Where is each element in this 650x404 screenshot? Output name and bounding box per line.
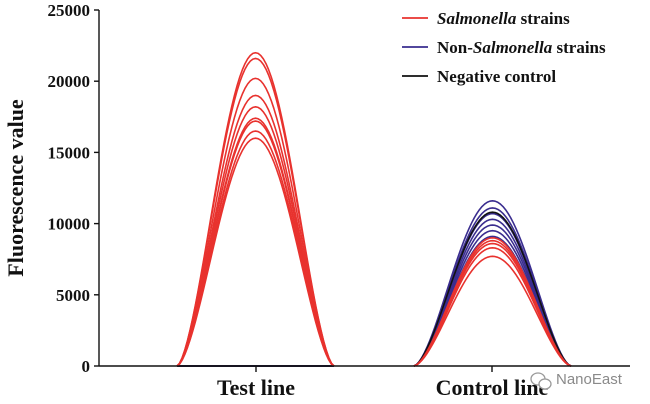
negative-control-curve [413,211,572,367]
salmonella-strains-curve [413,255,572,367]
y-axis-title: Fluorescence value [3,99,28,277]
y-tick-label: 25000 [48,1,91,20]
salmonella-strains-curve [176,120,335,367]
non-salmonella-strains-curve [413,229,572,367]
legend: Salmonella strains Non-Salmonella strains… [402,9,606,86]
salmonella-strains-curve [413,247,572,367]
x-category-label: Test line [217,375,295,400]
y-tick-label: 0 [82,357,91,376]
salmonella-strains-curve [413,239,572,367]
y-tick-label: 10000 [48,215,91,234]
y-tick-label: 5000 [56,286,90,305]
non-salmonella-strains-curve [413,224,572,367]
non-salmonella-strains-curve [413,207,572,367]
legend-label: Salmonella strains [437,9,570,28]
salmonella-strains-curve [176,57,335,367]
salmonella-strains-curve [176,106,335,367]
y-tick-label: 15000 [48,143,91,162]
salmonella-strains-curve [413,242,572,367]
salmonella-strains-curve [176,77,335,367]
axes-group: 0 5000 10000 15000 20000 25000 Test line Contro… [3,1,630,400]
watermark: NanoEast [530,371,623,390]
legend-label: Non-Salmonella strains [437,38,606,57]
salmonella-strains-curve [176,94,335,367]
wechat-icon [530,372,552,390]
salmonella-strains-curve [176,117,335,367]
salmonella-strains-curve [176,137,335,367]
salmonella-strains-curve [176,130,335,367]
watermark-text: NanoEast [556,371,623,388]
salmonella-strains-curve [176,51,335,367]
y-tick-label: 20000 [48,72,91,91]
legend-label: Negative control [437,67,556,86]
curve-group [176,51,572,367]
x-category-label: Control line [436,375,549,400]
